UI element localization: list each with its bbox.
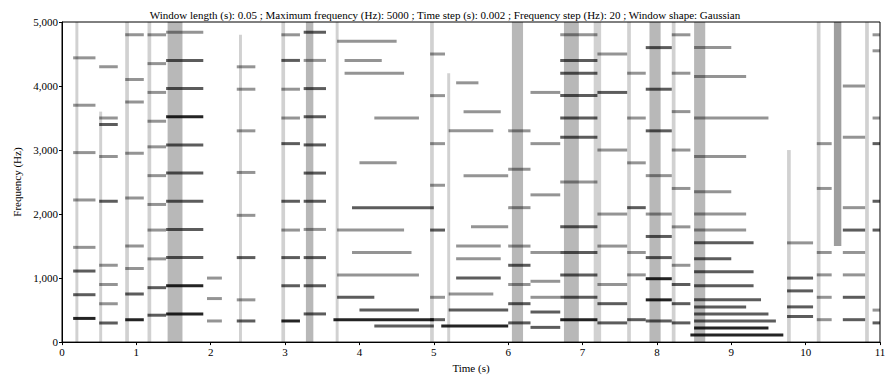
- svg-text:Frequency (Hz): Frequency (Hz): [11, 147, 24, 217]
- svg-text:8: 8: [654, 346, 660, 358]
- svg-text:2,000: 2,000: [33, 208, 58, 220]
- svg-text:4: 4: [357, 346, 363, 358]
- svg-text:1: 1: [134, 346, 140, 358]
- svg-text:7: 7: [580, 346, 586, 358]
- svg-text:6: 6: [505, 346, 511, 358]
- svg-text:0: 0: [53, 336, 59, 348]
- svg-text:5,000: 5,000: [33, 16, 58, 28]
- svg-text:11: 11: [875, 346, 886, 358]
- svg-text:1,000: 1,000: [33, 272, 58, 284]
- svg-text:10: 10: [800, 346, 812, 358]
- svg-text:3: 3: [282, 346, 288, 358]
- svg-text:4,000: 4,000: [33, 80, 58, 92]
- svg-text:9: 9: [729, 346, 735, 358]
- svg-text:3,000: 3,000: [33, 144, 58, 156]
- svg-text:5: 5: [431, 346, 437, 358]
- svg-text:2: 2: [208, 346, 214, 358]
- svg-text:0: 0: [59, 346, 65, 358]
- svg-text:Window length (s): 0.05 ; Maxi: Window length (s): 0.05 ; Maximum freque…: [150, 9, 741, 22]
- svg-text:Time (s): Time (s): [452, 362, 490, 375]
